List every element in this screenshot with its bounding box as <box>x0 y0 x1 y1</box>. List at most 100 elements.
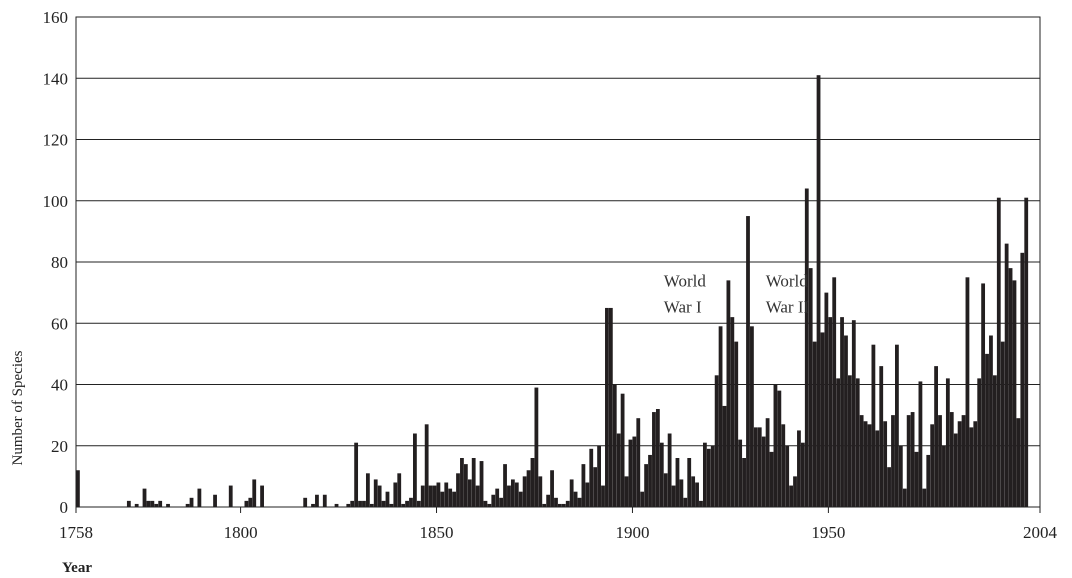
bar <box>554 497 558 507</box>
annotation-line: War I <box>664 298 702 317</box>
bar <box>260 485 264 507</box>
bar <box>632 436 637 507</box>
bar <box>405 500 409 507</box>
bar <box>534 387 539 507</box>
bar <box>863 421 868 507</box>
bar <box>491 494 496 507</box>
bar <box>1004 243 1009 507</box>
bar <box>197 488 202 507</box>
bar <box>530 458 535 507</box>
bar <box>538 476 543 507</box>
bar <box>655 409 660 507</box>
bar <box>746 216 750 507</box>
bar <box>636 418 641 507</box>
bar <box>875 430 880 507</box>
bar <box>593 467 598 507</box>
bar <box>487 503 492 507</box>
bar <box>757 427 762 507</box>
bar <box>76 470 80 507</box>
bar <box>879 366 884 507</box>
x-tick-label: 1800 <box>224 523 258 542</box>
bar <box>769 451 774 507</box>
bar <box>667 433 672 507</box>
bar <box>518 491 523 507</box>
bar <box>460 458 464 507</box>
bar <box>605 307 609 507</box>
bar <box>581 464 586 507</box>
bar <box>142 488 147 507</box>
bar <box>346 503 351 507</box>
bar <box>546 494 551 507</box>
bar <box>561 503 566 507</box>
bar <box>471 458 476 507</box>
y-tick-label: 140 <box>43 69 69 88</box>
bar <box>671 485 676 507</box>
bar <box>185 503 190 507</box>
y-tick-label: 100 <box>43 192 69 211</box>
bar <box>730 317 735 507</box>
bar <box>847 375 852 507</box>
bar <box>659 442 664 507</box>
bar <box>891 415 895 507</box>
bar <box>589 448 594 507</box>
y-tick-label: 40 <box>51 376 68 395</box>
bar <box>213 494 217 507</box>
bar <box>503 464 507 507</box>
bar <box>844 335 848 507</box>
x-tick-label: 1900 <box>615 523 649 542</box>
bar <box>452 491 456 507</box>
bar <box>522 476 527 507</box>
bar <box>1012 280 1017 507</box>
bar <box>620 393 625 507</box>
bar <box>369 503 374 507</box>
bar <box>1020 252 1025 507</box>
bar <box>992 375 997 507</box>
bar <box>440 491 445 507</box>
bar <box>926 454 931 507</box>
bar <box>146 500 151 507</box>
bar <box>456 473 460 507</box>
annotation-line: World <box>664 272 707 291</box>
y-axis-title: Number of Species <box>10 350 26 465</box>
bar <box>150 500 155 507</box>
bar <box>652 412 656 507</box>
bar <box>777 390 782 507</box>
bar <box>714 375 719 507</box>
bar <box>691 476 696 507</box>
bar <box>851 320 856 507</box>
bar <box>816 75 821 507</box>
bar <box>377 485 382 507</box>
y-tick-label: 60 <box>51 314 68 333</box>
bar <box>718 326 723 507</box>
x-tick-label: 1950 <box>811 523 845 542</box>
bar <box>432 485 437 507</box>
bar <box>134 503 139 507</box>
bar <box>887 467 891 507</box>
bar <box>479 461 484 507</box>
x-tick-label: 2004 <box>1023 523 1058 542</box>
bar <box>871 344 876 507</box>
bar <box>373 479 378 507</box>
bar <box>248 497 253 507</box>
bar <box>585 482 590 507</box>
bar <box>679 479 684 507</box>
bars <box>76 75 1029 507</box>
bar <box>154 503 159 507</box>
bar <box>910 412 915 507</box>
bar <box>785 445 790 507</box>
bar <box>812 341 817 507</box>
bar <box>358 500 362 507</box>
x-tick-label: 1850 <box>420 523 454 542</box>
bar <box>252 479 257 507</box>
bar <box>424 424 429 507</box>
bar <box>542 503 547 507</box>
bar <box>397 473 402 507</box>
bar <box>334 503 339 507</box>
bar <box>918 381 923 507</box>
bar <box>867 424 872 507</box>
bar <box>616 433 621 507</box>
bar <box>934 366 938 507</box>
bar <box>303 497 308 507</box>
bar <box>416 500 421 507</box>
bar <box>507 485 511 507</box>
